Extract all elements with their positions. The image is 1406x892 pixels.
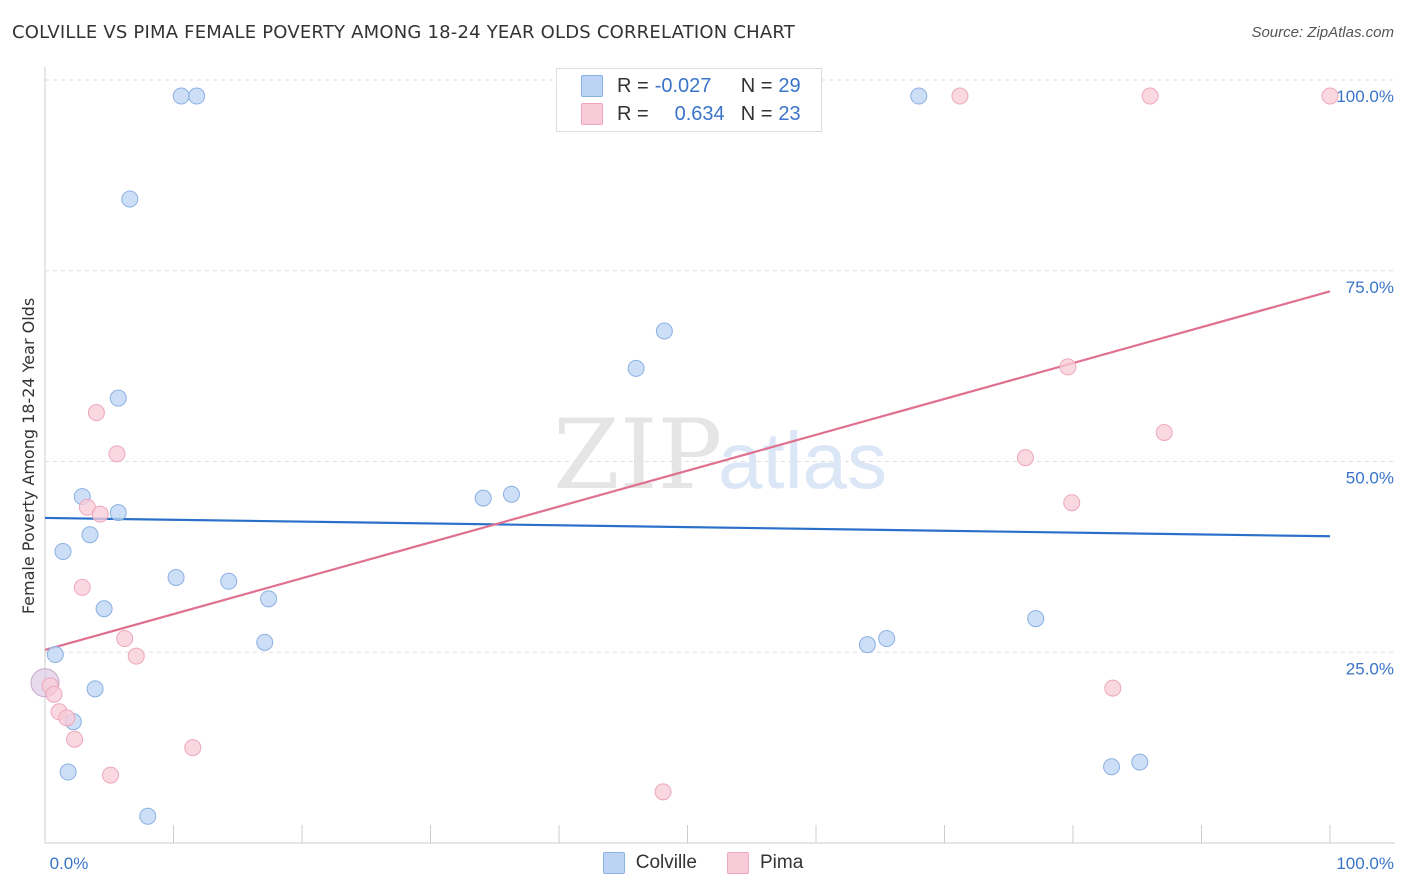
- colville-point: [910, 87, 928, 105]
- pima-point: [1016, 449, 1034, 467]
- x-tick-label: 0.0%: [50, 854, 89, 873]
- x-tick-label: 100.0%: [1336, 854, 1394, 873]
- colville-point: [95, 600, 113, 618]
- colville-point: [1131, 753, 1149, 771]
- r-label: R =: [617, 102, 649, 125]
- y-tick-label: 75.0%: [1346, 278, 1394, 297]
- pima-point: [1321, 87, 1339, 105]
- colville-point: [121, 190, 139, 208]
- pima-point: [951, 87, 969, 105]
- colville-point: [220, 572, 238, 590]
- colville-point: [502, 485, 520, 503]
- pima-point: [58, 709, 76, 727]
- pima-point: [1104, 679, 1122, 697]
- colville-point: [878, 630, 896, 648]
- colville-point: [1027, 610, 1045, 628]
- pima-point: [1141, 87, 1159, 105]
- watermark-zip: ZIP: [553, 399, 722, 511]
- colville-point: [86, 680, 104, 698]
- source-label: Source: ZipAtlas.com: [1251, 24, 1394, 41]
- colville-point: [59, 763, 77, 781]
- legend-label-colville: Colville: [635, 852, 697, 873]
- y-tick-label: 50.0%: [1346, 469, 1394, 488]
- colville-point: [172, 87, 190, 105]
- colville-point: [188, 87, 206, 105]
- n-value: 29: [778, 74, 801, 97]
- colville-point: [627, 359, 645, 377]
- legend-label-pima: Pima: [759, 852, 804, 873]
- colville-point: [46, 646, 64, 664]
- pima-point: [87, 404, 105, 422]
- pima-point: [91, 505, 109, 523]
- watermark: ZIP atlas: [553, 399, 887, 511]
- n-value: 23: [778, 102, 801, 125]
- pima-point: [102, 766, 120, 784]
- colville-point: [109, 504, 127, 522]
- colville-point: [260, 590, 278, 608]
- colville-point: [474, 489, 492, 507]
- legend-item-colville[interactable]: Colville: [602, 852, 697, 874]
- y-tick-label: 100.0%: [1336, 87, 1394, 106]
- r-label: R =: [617, 74, 649, 97]
- colville-point: [139, 807, 157, 825]
- colville-swatch: [581, 75, 603, 97]
- colville-point: [256, 633, 274, 651]
- colville-point: [54, 543, 72, 561]
- pima-point: [1059, 358, 1077, 376]
- colville-swatch: [602, 852, 625, 874]
- tick-labels: 25.0% 50.0% 75.0% 100.0% 0.0% 100.0%: [50, 87, 1394, 873]
- pima-point: [66, 730, 84, 748]
- correlation-legend: R = -0.027 N = 29 R = 0.634 N = 23: [556, 68, 822, 132]
- y-axis-label: Female Poverty Among 18-24 Year Olds: [19, 298, 38, 614]
- axes: [44, 67, 1395, 844]
- pima-swatch: [726, 852, 749, 874]
- colville-point: [109, 389, 127, 407]
- pima-point: [73, 578, 91, 596]
- pima-point: [654, 783, 672, 801]
- pima-point: [184, 739, 202, 757]
- colville-point: [1103, 758, 1121, 776]
- colville-point: [167, 568, 185, 586]
- legend-row-pima: R = 0.634 N = 23: [581, 101, 801, 127]
- pima-point: [1155, 424, 1173, 442]
- colville-point: [81, 526, 99, 544]
- pima-point: [1063, 494, 1081, 512]
- series-legend: Colville Pima: [0, 852, 1406, 874]
- n-label: N =: [740, 102, 773, 125]
- legend-item-pima[interactable]: Pima: [726, 852, 804, 874]
- watermark-atlas: atlas: [718, 416, 887, 505]
- legend-row-colville: R = -0.027 N = 29: [581, 73, 801, 99]
- pima-point: [45, 685, 63, 703]
- pima-point: [108, 445, 126, 463]
- pima-point: [127, 647, 145, 665]
- r-value: 0.634: [674, 102, 725, 125]
- r-value: -0.027: [654, 74, 712, 97]
- pima-swatch: [581, 103, 603, 125]
- pima-point: [116, 630, 134, 648]
- gridlines: [45, 79, 1395, 653]
- chart-title: COLVILLE VS PIMA FEMALE POVERTY AMONG 18…: [12, 22, 795, 43]
- trend-lines: [44, 290, 1331, 652]
- n-label: N =: [740, 74, 773, 97]
- data-points: [30, 87, 1339, 825]
- colville-trend-line: [44, 516, 1331, 538]
- colville-point: [655, 322, 673, 340]
- y-tick-label: 25.0%: [1346, 659, 1394, 678]
- pima-trend-line: [44, 290, 1331, 652]
- colville-point: [858, 636, 876, 654]
